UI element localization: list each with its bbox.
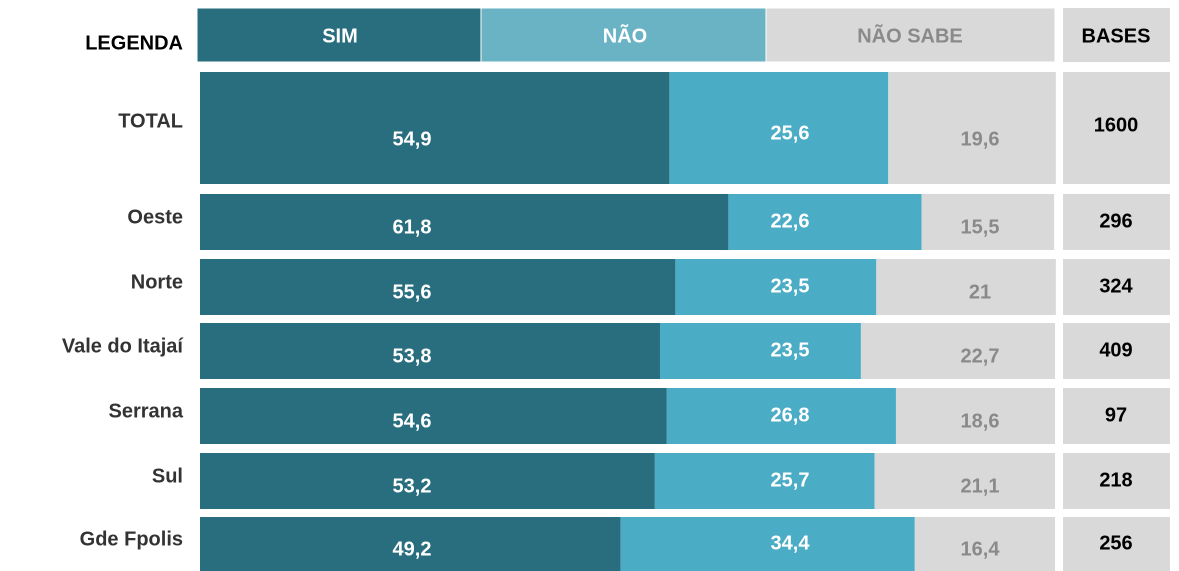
bar-segment [666,388,896,444]
value-label: 61,8 [393,216,432,238]
category-label: Norte [131,271,183,293]
legend-label: NÃO [603,24,647,47]
category-label: TOTAL [118,110,183,132]
bases-cell [1063,517,1170,571]
legend-swatch [480,7,767,63]
bar-segment [659,323,861,379]
bar-segment [200,323,660,379]
value-label: 53,8 [393,345,432,367]
value-label: 21 [969,281,991,303]
legend-swatch [765,7,1056,63]
value-label: 18,6 [961,410,1000,432]
bar-segment [200,259,676,315]
bar-segment [669,72,889,184]
value-label: 53,2 [393,475,432,497]
bases-cell [1063,323,1170,379]
bar-segment [921,194,1055,250]
value-label: 54,6 [393,410,432,432]
bar-segment [675,259,877,315]
value-label: 21,1 [961,475,1000,497]
value-label: 54,9 [393,128,432,150]
value-label: 25,6 [771,122,810,144]
value-label: 55,6 [393,281,432,303]
bar-segment [860,323,1055,379]
bases-value: 324 [1099,275,1133,297]
bar-segment [876,259,1056,315]
bases-cell [1063,453,1170,509]
value-label: 22,6 [771,210,810,232]
category-label: Vale do Itajaí [62,335,185,357]
legend-swatch [196,7,482,63]
value-label: 25,7 [771,469,810,491]
bar-segment [200,517,621,571]
bar-segment [200,194,729,250]
bases-title: BASES [1082,25,1151,47]
value-label: 23,5 [771,339,810,361]
bases-value: 218 [1099,469,1132,491]
value-label: 15,5 [961,216,1000,238]
category-label: Gde Fpolis [80,528,183,550]
category-label: Serrana [109,400,184,422]
bar-segment [200,388,667,444]
bar-segment [895,388,1055,444]
bar-segment [874,453,1055,509]
value-label: 16,4 [961,538,1001,560]
bases-cell [1063,388,1170,444]
bases-value: 296 [1099,210,1132,232]
bar-segment [200,453,655,509]
legend-label: NÃO SABE [857,24,963,47]
value-label: 23,5 [771,275,810,297]
bases-cell [1063,259,1170,315]
legend-label: SIM [322,25,358,47]
bar-segment [620,517,915,571]
bar-segment [914,517,1055,571]
category-label: Sul [152,465,183,487]
bases-cell [1063,194,1170,250]
value-label: 34,4 [771,532,811,554]
bases-value: 256 [1099,532,1132,554]
value-label: 26,8 [771,404,810,426]
legend-title: LEGENDA [85,32,183,54]
bar-segment [728,194,922,250]
bases-header [1063,8,1170,62]
value-label: 22,7 [961,345,1000,367]
bar-segment [654,453,875,509]
category-label: Oeste [127,206,183,228]
bases-value: 97 [1105,404,1127,426]
bases-value: 1600 [1094,114,1139,136]
bases-value: 409 [1099,339,1132,361]
value-label: 49,2 [393,538,432,560]
bar-segment [200,72,670,184]
bar-segment [888,72,1056,184]
value-label: 19,6 [961,128,1000,150]
bases-cell [1063,72,1170,184]
